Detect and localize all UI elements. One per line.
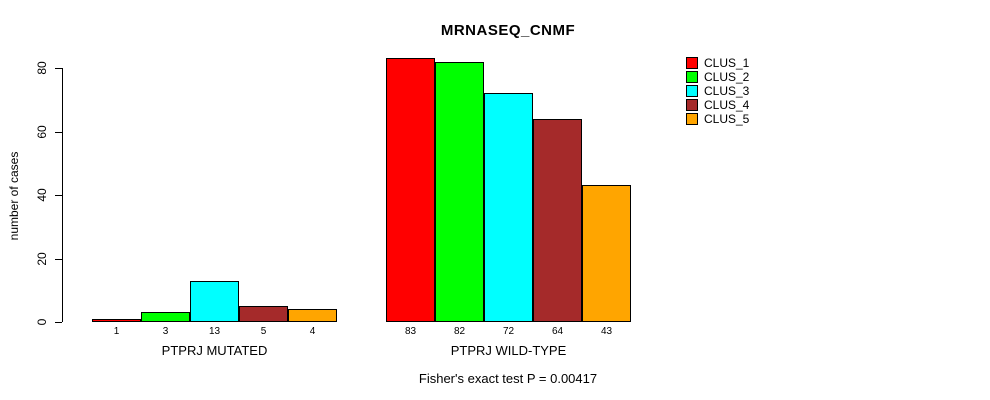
legend-swatch-icon bbox=[686, 85, 698, 97]
legend-swatch-icon bbox=[686, 99, 698, 111]
bar-value-label: 83 bbox=[404, 326, 417, 337]
bar-value-label: 13 bbox=[208, 326, 221, 337]
y-axis-tick bbox=[55, 195, 62, 196]
legend-swatch-icon bbox=[686, 71, 698, 83]
bar-value-label: 64 bbox=[551, 326, 564, 337]
bar-clus_4 bbox=[533, 119, 582, 322]
y-tick-label: 60 bbox=[35, 124, 49, 139]
y-axis-tick bbox=[55, 68, 62, 69]
legend: CLUS_1 CLUS_2 CLUS_3 CLUS_4 CLUS_5 bbox=[686, 56, 749, 126]
y-axis-tick bbox=[55, 258, 62, 260]
bar-value-label: 3 bbox=[162, 326, 169, 337]
x-group-label: PTPRJ MUTATED bbox=[161, 343, 268, 358]
y-axis-label: number of cases bbox=[7, 151, 21, 241]
bar-value-label: 72 bbox=[502, 326, 515, 337]
bar-clus_1 bbox=[92, 319, 141, 322]
y-axis-line bbox=[62, 68, 63, 322]
legend-item-clus_1: CLUS_1 bbox=[686, 56, 749, 70]
legend-swatch-icon bbox=[686, 113, 698, 125]
legend-item-clus_4: CLUS_4 bbox=[686, 98, 749, 112]
legend-item-clus_5: CLUS_5 bbox=[686, 112, 749, 126]
y-axis-tick bbox=[55, 131, 62, 133]
bar-clus_3 bbox=[190, 281, 239, 322]
y-tick-label: 20 bbox=[35, 251, 49, 266]
legend-label: CLUS_5 bbox=[704, 112, 750, 126]
y-tick-label: 0 bbox=[35, 318, 49, 326]
bar-clus_2 bbox=[435, 62, 484, 322]
bar-clus_5 bbox=[582, 185, 631, 322]
bar-value-label: 43 bbox=[600, 326, 613, 337]
bar-clus_5 bbox=[288, 309, 337, 322]
bar-value-label: 5 bbox=[260, 326, 267, 337]
y-axis-tick bbox=[55, 322, 62, 323]
chart-title: MRNASEQ_CNMF bbox=[440, 22, 576, 39]
bar-clus_4 bbox=[239, 306, 288, 322]
legend-label: CLUS_3 bbox=[704, 84, 750, 98]
y-tick-label: 40 bbox=[35, 188, 49, 202]
bar-value-label: 1 bbox=[113, 326, 120, 337]
bar-value-label: 4 bbox=[309, 326, 316, 337]
y-tick-label: 80 bbox=[35, 61, 49, 75]
legend-label: CLUS_2 bbox=[704, 70, 750, 84]
legend-item-clus_2: CLUS_2 bbox=[686, 70, 749, 84]
bar-value-label: 82 bbox=[453, 326, 466, 337]
legend-label: CLUS_1 bbox=[704, 56, 750, 70]
bar-clus_2 bbox=[141, 312, 190, 322]
annotation-text: Fisher's exact test P = 0.00417 bbox=[418, 371, 598, 386]
x-group-label: PTPRJ WILD-TYPE bbox=[450, 343, 567, 358]
legend-item-clus_3: CLUS_3 bbox=[686, 84, 749, 98]
legend-label: CLUS_4 bbox=[704, 98, 750, 112]
bar-clus_1 bbox=[386, 58, 435, 322]
legend-swatch-icon bbox=[686, 57, 698, 69]
bar-clus_3 bbox=[484, 93, 533, 322]
